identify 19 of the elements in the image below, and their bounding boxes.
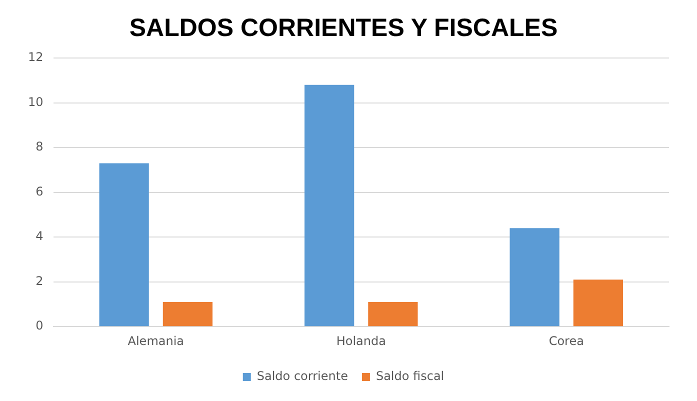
legend-label: Saldo fiscal xyxy=(376,369,444,384)
bar xyxy=(510,228,560,326)
y-tick-label: 6 xyxy=(36,184,44,198)
y-tick-label: 0 xyxy=(36,318,44,333)
y-tick-label: 4 xyxy=(36,229,44,244)
bar xyxy=(573,280,624,326)
chart-title: SALDOS CORRIENTES Y FISCALES xyxy=(129,14,558,42)
bar xyxy=(162,302,213,326)
bar xyxy=(99,163,149,326)
y-tick-label: 8 xyxy=(36,140,44,154)
y-tick-label: 12 xyxy=(28,50,44,64)
y-tick-label: 2 xyxy=(36,274,44,288)
bar xyxy=(304,84,354,326)
bar xyxy=(368,302,418,326)
x-tick-label: Corea xyxy=(548,334,584,348)
legend-label: Saldo corriente xyxy=(256,369,348,384)
x-tick-label: Holanda xyxy=(336,334,386,348)
x-tick-label: Alemania xyxy=(128,334,184,348)
y-tick-label: 10 xyxy=(28,94,44,109)
